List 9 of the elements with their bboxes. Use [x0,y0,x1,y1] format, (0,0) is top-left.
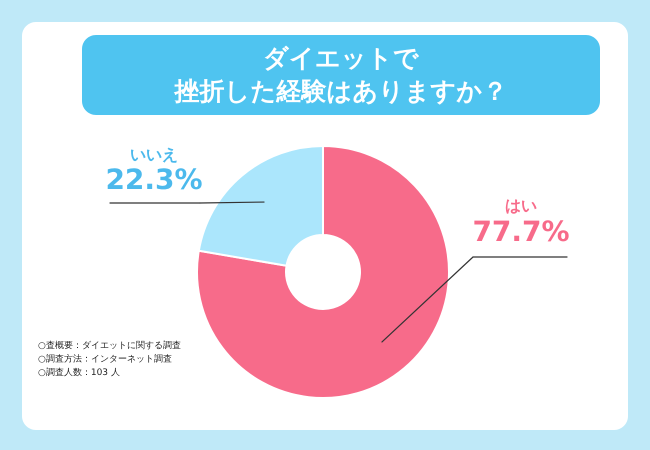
text: ○査概要：ダイエットに関する調査 [38,340,181,351]
slice-label: はい [505,196,537,215]
data-label: 77.7% [472,215,570,248]
text: ○調査方法：インターネット調査 [38,354,172,364]
slice-label: いいえ [130,145,178,164]
data-label: 22.3% [105,163,203,196]
text: ダイエットで [263,44,419,72]
text: 挫折した経験はありますか？ [174,76,508,106]
text: ○調査人数：103 人 [38,367,120,378]
